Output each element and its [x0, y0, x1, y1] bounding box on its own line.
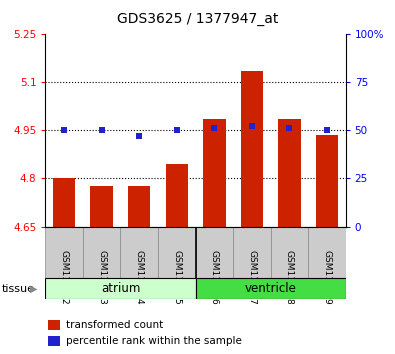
Text: GSM119423: GSM119423 — [97, 250, 106, 304]
Bar — [49, 336, 60, 346]
Bar — [49, 320, 60, 330]
Text: GSM119424: GSM119424 — [135, 250, 144, 304]
Text: ▶: ▶ — [30, 284, 38, 294]
Bar — [45, 278, 196, 299]
Text: ventricle: ventricle — [245, 282, 297, 295]
Bar — [233, 227, 271, 278]
Bar — [196, 278, 346, 299]
Bar — [120, 227, 158, 278]
Text: transformed count: transformed count — [66, 320, 164, 330]
Bar — [90, 186, 113, 227]
Bar — [316, 135, 338, 227]
Text: atrium: atrium — [101, 282, 140, 295]
Text: tissue: tissue — [2, 284, 35, 294]
Bar — [241, 70, 263, 227]
Text: GSM119429: GSM119429 — [322, 250, 331, 304]
Bar — [45, 227, 83, 278]
Bar — [196, 227, 233, 278]
Text: GDS3625 / 1377947_at: GDS3625 / 1377947_at — [117, 12, 278, 27]
Text: GSM119425: GSM119425 — [172, 250, 181, 304]
Text: GSM119427: GSM119427 — [247, 250, 256, 304]
Bar — [278, 119, 301, 227]
Bar — [308, 227, 346, 278]
Bar — [158, 227, 196, 278]
Text: percentile rank within the sample: percentile rank within the sample — [66, 336, 242, 346]
Bar — [166, 164, 188, 227]
Text: GSM119428: GSM119428 — [285, 250, 294, 304]
Bar — [128, 186, 150, 227]
Bar — [271, 227, 308, 278]
Text: GSM119422: GSM119422 — [60, 250, 69, 304]
Bar — [83, 227, 120, 278]
Bar — [53, 178, 75, 227]
Bar — [203, 119, 226, 227]
Text: GSM119426: GSM119426 — [210, 250, 219, 304]
